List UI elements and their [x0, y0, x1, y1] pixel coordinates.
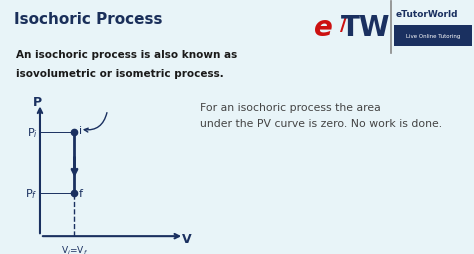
Text: e: e [314, 14, 333, 42]
Text: Isochoric Process: Isochoric Process [14, 12, 163, 27]
Text: i: i [79, 126, 82, 136]
Text: P$_f$: P$_f$ [25, 186, 37, 200]
Text: TW: TW [341, 14, 391, 42]
Text: isovolumetric or isometric process.: isovolumetric or isometric process. [17, 69, 224, 79]
Text: V: V [182, 232, 192, 245]
Text: For an isochoric process the area
under the PV curve is zero. No work is done.: For an isochoric process the area under … [200, 103, 442, 128]
Text: Live Online Tutoring: Live Online Tutoring [406, 34, 460, 39]
Text: eTutorWorld: eTutorWorld [395, 10, 458, 19]
Text: f: f [79, 188, 83, 198]
Text: An isochoric process is also known as: An isochoric process is also known as [17, 50, 237, 60]
Text: /: / [339, 15, 347, 34]
Text: P: P [32, 95, 42, 108]
FancyBboxPatch shape [394, 26, 473, 46]
Text: P$_i$: P$_i$ [27, 125, 37, 139]
Text: V$_i$=V$_f$: V$_i$=V$_f$ [61, 243, 88, 254]
